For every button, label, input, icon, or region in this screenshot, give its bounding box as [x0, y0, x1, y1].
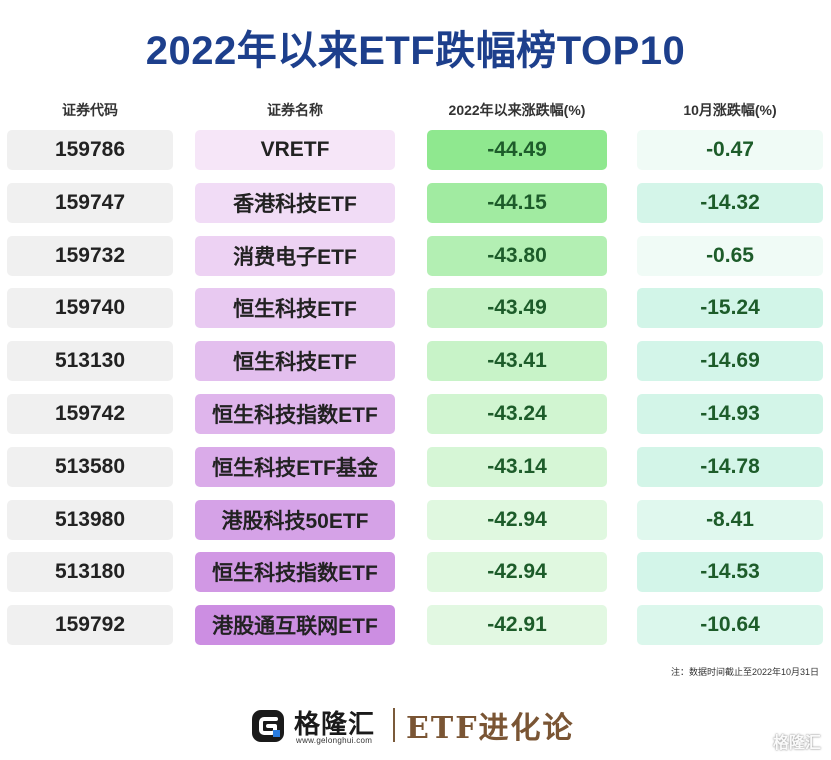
table-row: 513580 恒生科技ETF基金 -43.14 -14.78 — [0, 446, 831, 487]
name-cell: 恒生科技ETF基金 — [195, 446, 395, 487]
name-cell: 香港科技ETF — [195, 182, 395, 223]
code-cell: 513580 — [7, 446, 173, 487]
oct-change-cell: -10.64 — [637, 605, 823, 646]
ytd-change-cell: -42.91 — [427, 605, 607, 646]
ytd-change-cell: -44.15 — [427, 182, 607, 223]
table-row: 159747 香港科技ETF -44.15 -14.32 — [0, 182, 831, 223]
name-cell: 恒生科技ETF — [195, 288, 395, 329]
code-cell: 513180 — [7, 552, 173, 593]
code-cell: 513980 — [7, 499, 173, 540]
code-cell: 159740 — [7, 288, 173, 329]
gelonghui-logo-icon — [252, 710, 284, 742]
watermark: 格隆汇 — [772, 735, 821, 752]
ytd-change-cell: -43.49 — [427, 288, 607, 329]
name-cell: 消费电子ETF — [195, 235, 395, 276]
name-cell: 恒生科技指数ETF — [195, 552, 395, 593]
oct-change-cell: -14.53 — [637, 552, 823, 593]
table-header: 证券代码 证券名称 2022年以来涨跌幅(%) 10月涨跌幅(%) — [0, 100, 831, 122]
table-row: 513180 恒生科技指数ETF -42.94 -14.53 — [0, 552, 831, 593]
name-cell: 恒生科技指数ETF — [195, 394, 395, 434]
oct-change-cell: -14.93 — [637, 394, 823, 434]
oct-change-cell: -14.78 — [637, 446, 823, 487]
header-ytd: 2022年以来涨跌幅(%) — [448, 102, 586, 118]
name-cell: 恒生科技ETF — [195, 341, 395, 382]
oct-change-cell: -0.65 — [637, 235, 823, 276]
table-row: 159740 恒生科技ETF -43.49 -15.24 — [0, 288, 831, 329]
logo-text: 格隆汇 — [294, 709, 376, 739]
ytd-change-cell: -43.14 — [427, 446, 607, 487]
oct-change-cell: -0.47 — [637, 130, 823, 170]
logo-url: www.gelonghui.com — [296, 736, 373, 745]
name-cell: VRETF — [195, 130, 395, 170]
oct-change-cell: -14.69 — [637, 341, 823, 382]
table-row: 159792 港股通互联网ETF -42.91 -10.64 — [0, 605, 831, 646]
ytd-change-cell: -43.41 — [427, 341, 607, 382]
header-oct: 10月涨跌幅(%) — [683, 102, 777, 118]
footer-divider — [393, 708, 395, 742]
brand-name: ETF进化论 — [406, 711, 575, 746]
ytd-change-cell: -43.80 — [427, 235, 607, 276]
code-cell: 513130 — [7, 341, 173, 382]
ytd-change-cell: -43.24 — [427, 394, 607, 434]
code-cell: 159786 — [7, 130, 173, 170]
table-row: 513130 恒生科技ETF -43.41 -14.69 — [0, 341, 831, 382]
ytd-change-cell: -44.49 — [427, 130, 607, 170]
oct-change-cell: -8.41 — [637, 499, 823, 540]
code-cell: 159792 — [7, 605, 173, 646]
footer: 格隆汇 www.gelonghui.com ETF进化论 格隆汇 — [0, 700, 831, 752]
code-cell: 159742 — [7, 394, 173, 434]
header-name: 证券名称 — [267, 102, 323, 118]
table-row: 513980 港股科技50ETF -42.94 -8.41 — [0, 499, 831, 540]
header-code: 证券代码 — [62, 102, 118, 118]
table-row: 159732 消费电子ETF -43.80 -0.65 — [0, 235, 831, 276]
page-title: 2022年以来ETF跌幅榜TOP10 — [145, 29, 686, 73]
code-cell: 159732 — [7, 235, 173, 276]
data-note: 注：数据时间截止至2022年10月31日 — [670, 667, 819, 677]
oct-change-cell: -14.32 — [637, 182, 823, 223]
ytd-change-cell: -42.94 — [427, 499, 607, 540]
code-cell: 159747 — [7, 182, 173, 223]
table-row: 159786 VRETF -44.49 -0.47 — [0, 130, 831, 170]
table-row: 159742 恒生科技指数ETF -43.24 -14.93 — [0, 394, 831, 434]
name-cell: 港股通互联网ETF — [195, 605, 395, 646]
oct-change-cell: -15.24 — [637, 288, 823, 329]
name-cell: 港股科技50ETF — [195, 499, 395, 540]
ytd-change-cell: -42.94 — [427, 552, 607, 593]
